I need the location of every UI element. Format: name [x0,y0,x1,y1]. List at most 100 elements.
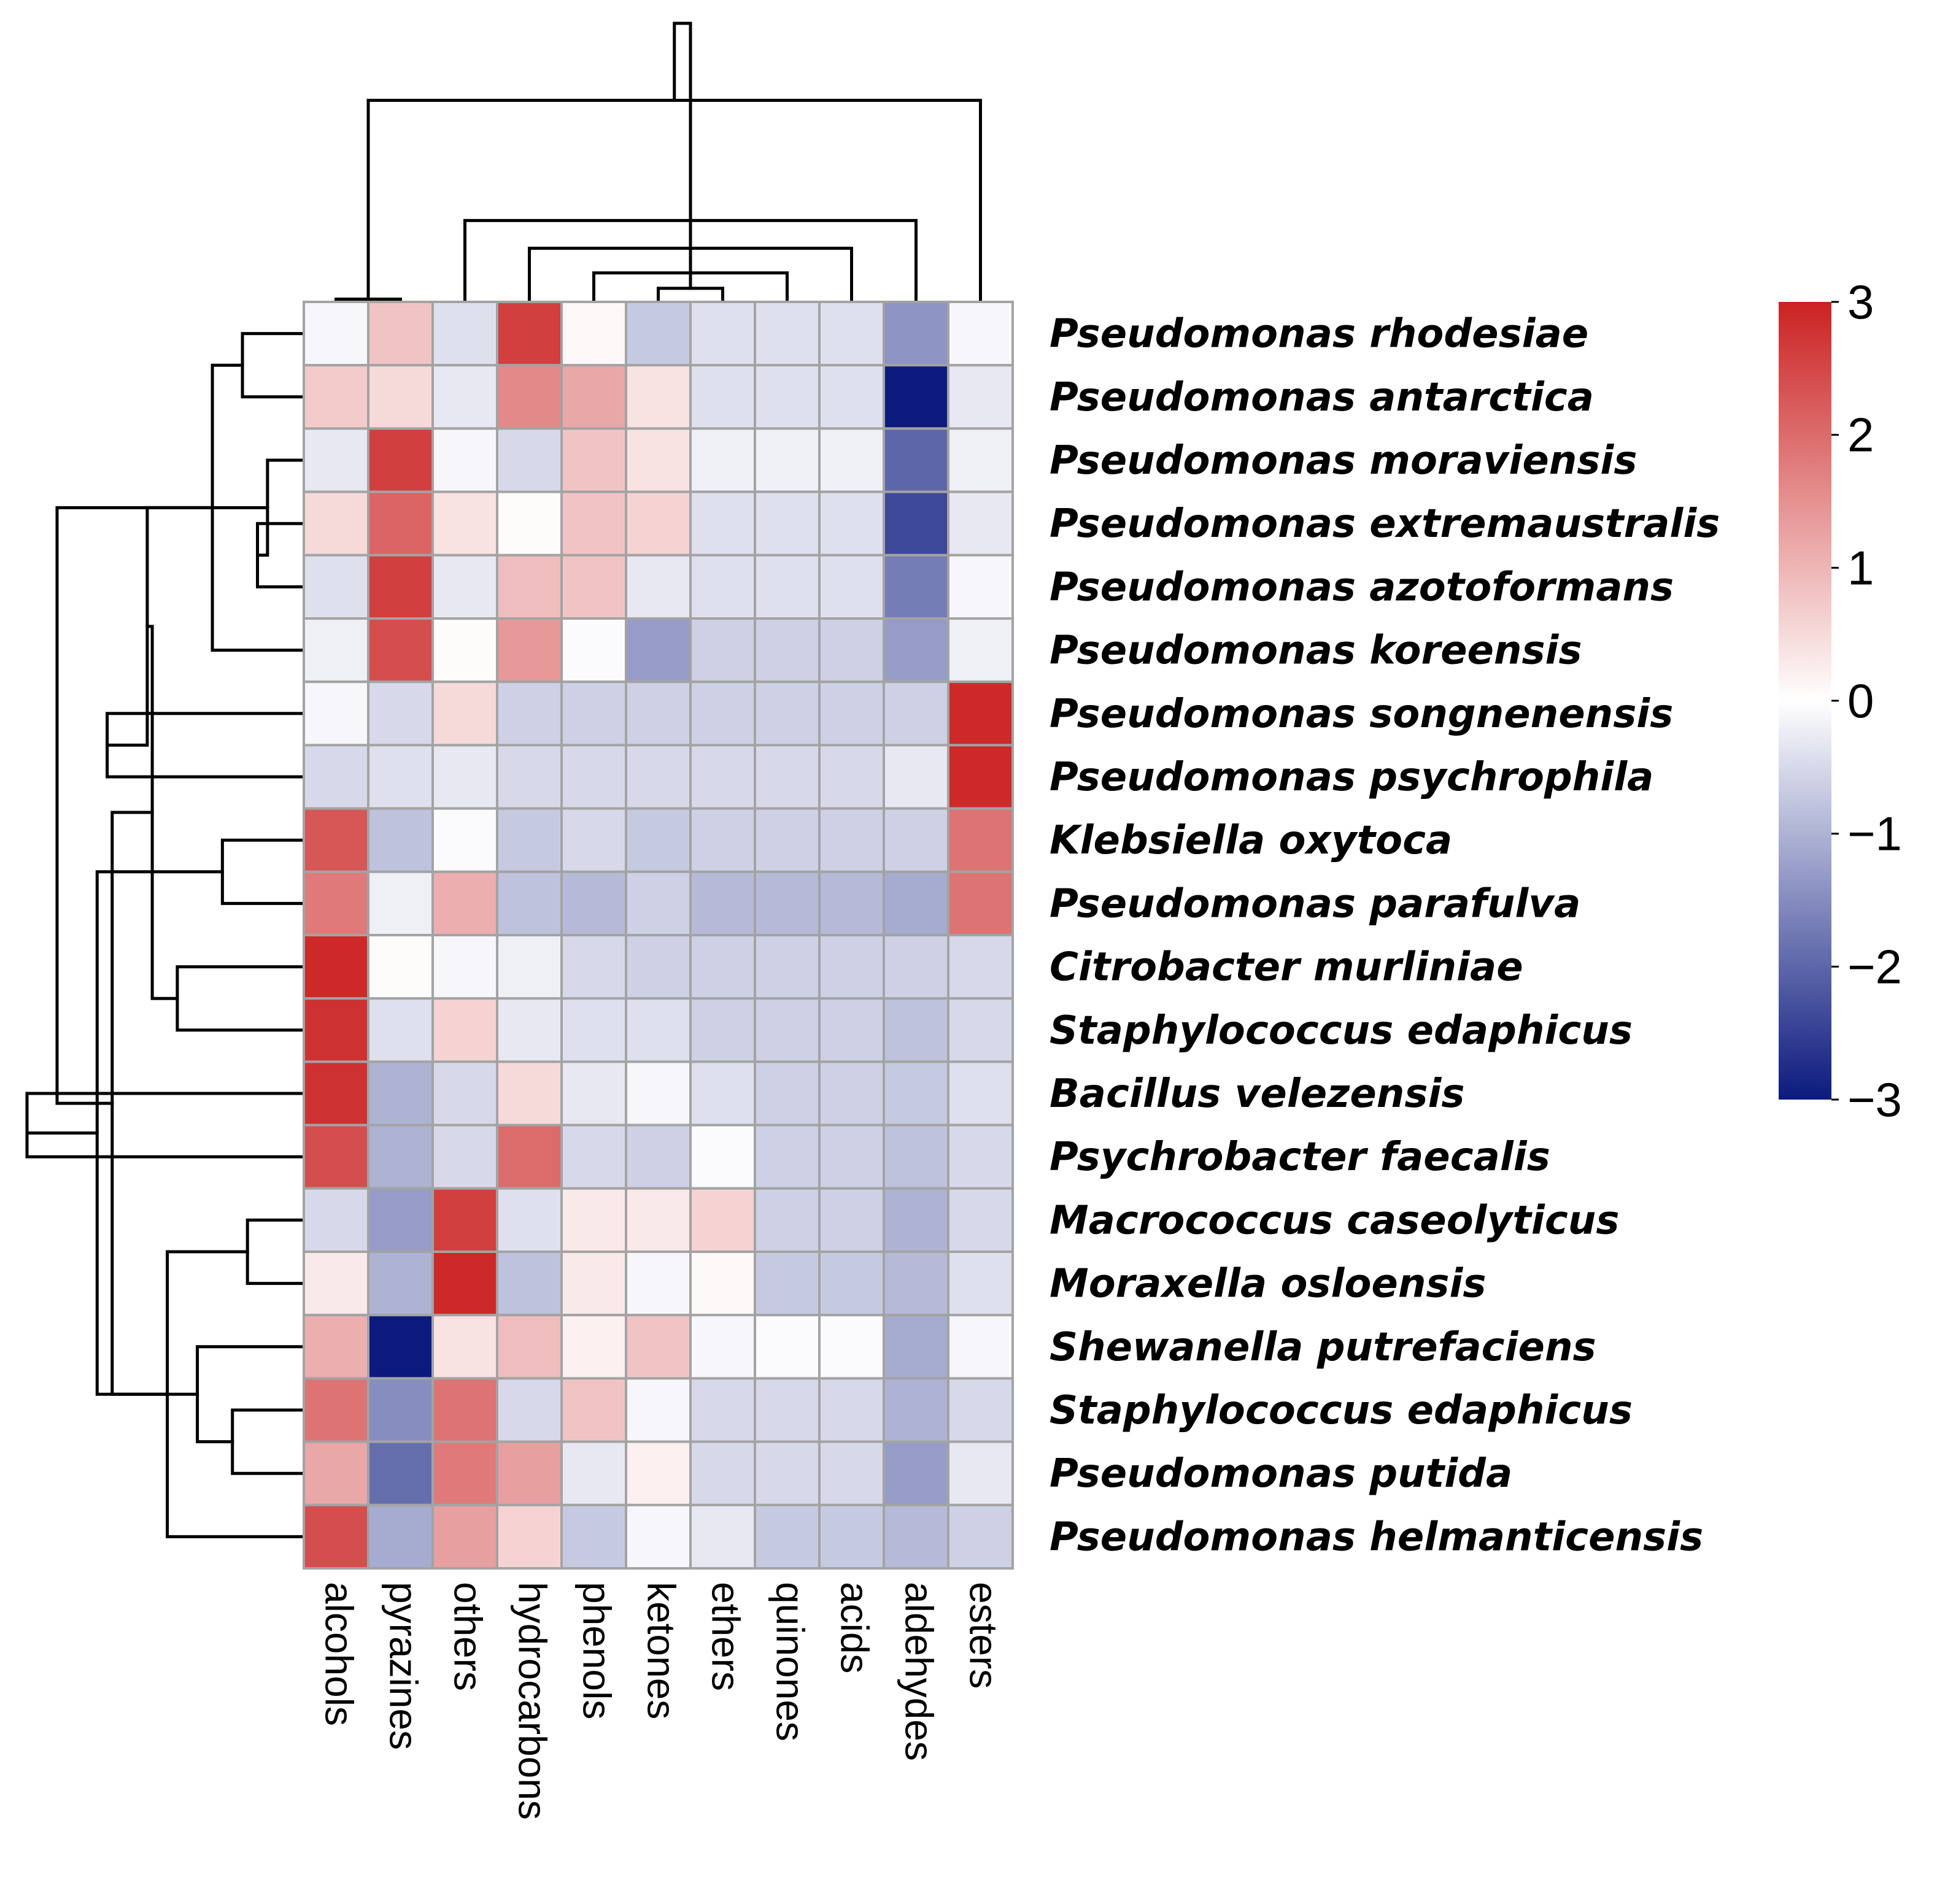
heatmap-cell [367,1251,434,1317]
heatmap-cell [883,1440,949,1506]
heatmap-cell [367,553,434,620]
heatmap-cell [754,807,821,873]
heatmap-cell [303,744,369,810]
heatmap-cell [560,1440,627,1506]
heatmap-cell [754,1377,821,1443]
row-label: Pseudomonas rhodesiae [1050,312,1588,357]
heatmap-cell [689,1251,756,1317]
heatmap-cell [754,1251,821,1317]
heatmap-cell [689,617,756,684]
heatmap-cell [303,1060,369,1127]
heatmap-cell [431,617,498,684]
heatmap-cell [625,1251,692,1317]
legend-colorbar [1779,302,1831,1100]
heatmap-cell [625,744,692,810]
heatmap-cell [303,553,369,620]
heatmap-cell [689,1503,756,1570]
heatmap-cell [754,364,821,430]
heatmap-cell [754,680,821,747]
heatmap-cell [754,1503,821,1570]
heatmap-cell [431,1187,498,1254]
heatmap-cell [625,680,692,747]
heatmap-cell [689,934,756,1000]
heatmap-cell [431,364,498,430]
heatmap-cell [496,490,563,557]
heatmap-cell [431,1060,498,1127]
heatmap-cell [431,427,498,493]
heatmap-cell [625,553,692,620]
heatmap-cell [560,1251,627,1317]
heatmap-cell [496,1440,563,1506]
row-dendrogram-branch [55,506,269,1105]
heatmap-cell [947,997,1014,1063]
legend-tick-label: −2 [1847,939,1902,993]
heatmap-cell [883,1187,949,1254]
heatmap-cell [496,427,563,493]
heatmap-cell [947,680,1014,747]
heatmap-cell [431,553,498,620]
heatmap-cell [883,490,949,557]
row-label: Pseudomonas antarctica [1050,375,1594,420]
row-dendrogram-branch [95,870,224,1396]
heatmap-cell [947,1124,1014,1190]
column-label: hydrocarbons [511,1582,555,1820]
legend-tick-label: −3 [1847,1073,1902,1127]
heatmap-cell [560,1503,627,1570]
heatmap-cell [883,617,949,684]
heatmap-cell [883,744,949,810]
column-dendrogram-branch [366,99,982,303]
heatmap-cell [947,1440,1014,1506]
row-label: Macrococcus caseolyticus [1050,1198,1619,1243]
color-legend: 3 2 1 0 −1 −2 −3 [1779,275,1902,1127]
column-label: aldehydes [897,1582,941,1761]
heatmap-cell [689,301,756,367]
heatmap-cell [303,1503,369,1570]
heatmap-cell [883,301,949,367]
heatmap-cell [947,807,1014,873]
heatmap-cell [818,680,885,747]
row-labels: Pseudomonas rhodesiae Pseudomonas antarct… [1050,312,1720,1560]
row-dendrogram-branch [241,332,304,399]
heatmap-cell [689,1314,756,1380]
heatmap-cell [625,301,692,367]
heatmap-cell [303,490,369,557]
column-label: quinones [768,1582,813,1741]
heatmap-cell [754,490,821,557]
heatmap-cell [754,997,821,1063]
heatmap-cell [560,364,627,430]
heatmap-cell [883,1503,949,1570]
heatmap-cell [496,1377,563,1443]
heatmap-cell [689,1440,756,1506]
heatmap-cell [560,1377,627,1443]
row-dendrogram-branch [25,1124,99,1135]
heatmap-cell [883,364,949,430]
row-label: Citrobacter murliniae [1050,945,1523,990]
heatmap-cell [689,807,756,873]
heatmap-cell [496,1251,563,1317]
heatmap-cell [303,1124,369,1190]
heatmap-cell [883,553,949,620]
heatmap-cell [560,680,627,747]
column-label: pyrazines [382,1582,426,1750]
heatmap-cell [367,1440,434,1506]
legend-tick-label: 1 [1847,541,1874,595]
heatmap-cell [367,807,434,873]
heatmap-cell [689,490,756,557]
heatmap-cell [303,997,369,1063]
heatmap-cell [303,870,369,937]
heatmap-cell [367,1503,434,1570]
heatmap-cell [431,1440,498,1506]
heatmap-cell [625,870,692,937]
heatmap-cell [303,1251,369,1317]
column-label: phenols [575,1582,619,1719]
heatmap-cell [818,1503,885,1570]
heatmap-cell [818,1124,885,1190]
heatmap-cell [689,744,756,810]
heatmap-cell [689,1124,756,1190]
heatmap-cell [947,364,1014,430]
heatmap-cell [303,1440,369,1506]
row-dendrogram-branch [196,1345,304,1444]
heatmap-cell [303,680,369,747]
column-dendrogram [334,21,982,303]
heatmap-cell [947,427,1014,493]
